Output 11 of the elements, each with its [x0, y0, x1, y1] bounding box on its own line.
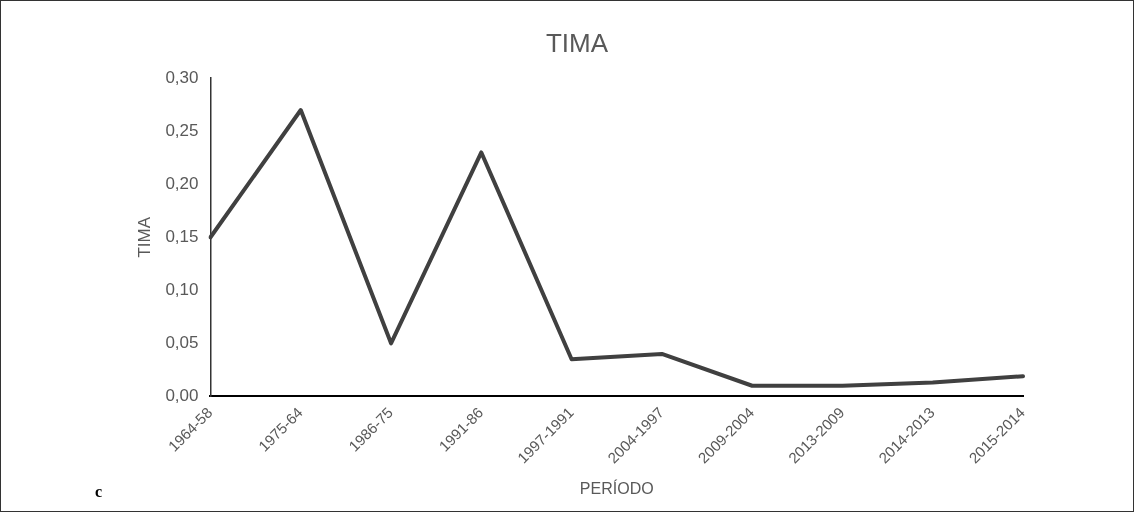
chart-title: TIMA: [545, 27, 609, 58]
y-tick-label: 0,20: [165, 173, 199, 193]
text: c: [95, 483, 103, 501]
y-tick-label: 0,15: [165, 226, 199, 246]
y-tick-label: 0,25: [165, 120, 199, 140]
y-tick-label: 0,00: [165, 386, 199, 406]
x-axis-title: PERÍODO: [579, 478, 654, 497]
y-tick-label: 0,05: [165, 333, 199, 353]
y-axis-title: TIMA: [134, 216, 154, 258]
y-tick-label: 0,10: [165, 279, 199, 299]
y-tick-label: 0,30: [165, 67, 199, 87]
